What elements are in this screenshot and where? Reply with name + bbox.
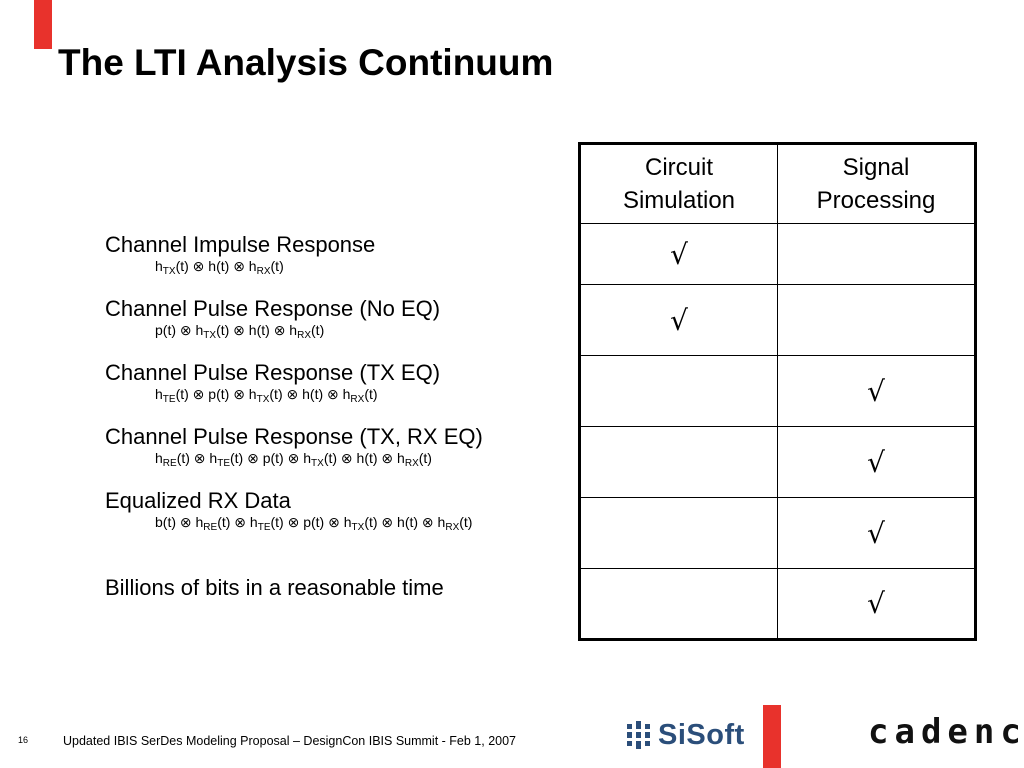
formula-subscript: TE [217,458,230,469]
list-item: Channel Pulse Response (TX EQ) hTE(t) ⊗ … [105,360,441,405]
item-formula: hTE(t) ⊗ p(t) ⊗ hTX(t) ⊗ h(t) ⊗ hRX(t) [155,386,378,405]
header-line: Processing [816,187,936,214]
cell-circuit-simulation [579,355,778,427]
check-mark-icon: √ [867,374,885,408]
slide-title: The LTI Analysis Continuum [58,42,554,83]
cadence-logo: cadence™ [868,712,1024,752]
table-header-row: Circuit Simulation Signal Processing [579,143,976,224]
sisoft-mark-icon [626,721,652,749]
item-formula: hRE(t) ⊗ hTE(t) ⊗ p(t) ⊗ hTX(t) ⊗ h(t) ⊗… [155,450,432,469]
list-item: Channel Pulse Response (No EQ) p(t) ⊗ hT… [105,296,441,341]
item-label: Channel Pulse Response (TX EQ) [105,360,441,385]
check-mark-icon: √ [867,445,885,479]
cell-signal-processing: √ [777,497,976,569]
comparison-table: Circuit Simulation Signal Processing √ √… [578,142,977,641]
formula-subscript: TX [351,522,365,533]
item-label: Channel Pulse Response (TX, RX EQ) [105,424,483,449]
cell-signal-processing: √ [777,426,976,498]
check-mark-icon: √ [670,303,688,337]
formula-subscript: TX [311,458,324,469]
check-mark-icon: √ [867,587,885,620]
footer-accent-bar [763,705,781,768]
cell-signal-processing [777,284,976,356]
cell-signal-processing: √ [777,568,976,640]
cell-signal-processing [777,223,976,285]
title-accent-bar [34,0,52,49]
page-number: 16 [18,735,29,745]
item-label: Channel Pulse Response (No EQ) [105,296,441,321]
item-formula: p(t) ⊗ hTX(t) ⊗ h(t) ⊗ hRX(t) [155,322,325,341]
header-circuit-simulation: Circuit Simulation [579,143,778,224]
list-item: Channel Pulse Response (TX, RX EQ) hRE(t… [105,424,483,469]
cell-circuit-simulation [579,568,778,640]
check-mark-icon: √ [867,516,885,550]
item-label: Billions of bits in a reasonable time [105,575,444,600]
formula-subscript: TX [256,394,270,405]
cell-circuit-simulation [579,497,778,569]
header-line: Signal [842,154,910,181]
formula-subscript: RE [203,522,218,533]
cell-circuit-simulation [579,426,778,498]
formula-subscript: TE [257,522,271,533]
cadence-logo-text: cadence [868,712,1024,752]
sisoft-logo: SiSoft [626,717,745,753]
table-row: √ [579,426,976,498]
sisoft-logo-text: SiSoft [658,718,745,751]
table-row: √ [579,497,976,569]
header-signal-processing: Signal Processing [777,143,976,224]
formula-subscript: RX [350,394,365,405]
list-item: Equalized RX Data b(t) ⊗ hRE(t) ⊗ hTE(t)… [105,488,473,533]
table-row: √ [579,355,976,427]
item-label: Channel Impulse Response [105,232,376,257]
header-line: Circuit [644,154,713,181]
item-formula: b(t) ⊗ hRE(t) ⊗ hTE(t) ⊗ p(t) ⊗ hTX(t) ⊗… [155,514,473,533]
formula-subscript: RX [404,458,419,469]
footer-text: Updated IBIS SerDes Modeling Proposal – … [63,734,517,748]
table-row: √ [579,568,976,640]
formula-subscript: RX [256,266,271,277]
cell-circuit-simulation: √ [579,223,778,285]
table-row: √ [579,284,976,356]
list-item: Billions of bits in a reasonable time [105,575,444,601]
check-mark-icon: √ [670,237,688,271]
item-label: Equalized RX Data [105,488,291,513]
item-formula: hTX(t) ⊗ h(t) ⊗ hRX(t) [155,258,284,277]
cell-circuit-simulation: √ [579,284,778,356]
cell-signal-processing: √ [777,355,976,427]
formula-subscript: RX [297,330,312,341]
header-line: Simulation [622,187,736,214]
formula-subscript: RE [162,458,177,469]
table-row: √ [579,223,976,285]
list-item: Channel Impulse Response hTX(t) ⊗ h(t) ⊗… [105,232,376,277]
formula-subscript: TX [162,266,176,277]
formula-subscript: TE [162,394,176,405]
formula-subscript: TX [203,330,217,341]
formula-subscript: RX [445,522,460,533]
